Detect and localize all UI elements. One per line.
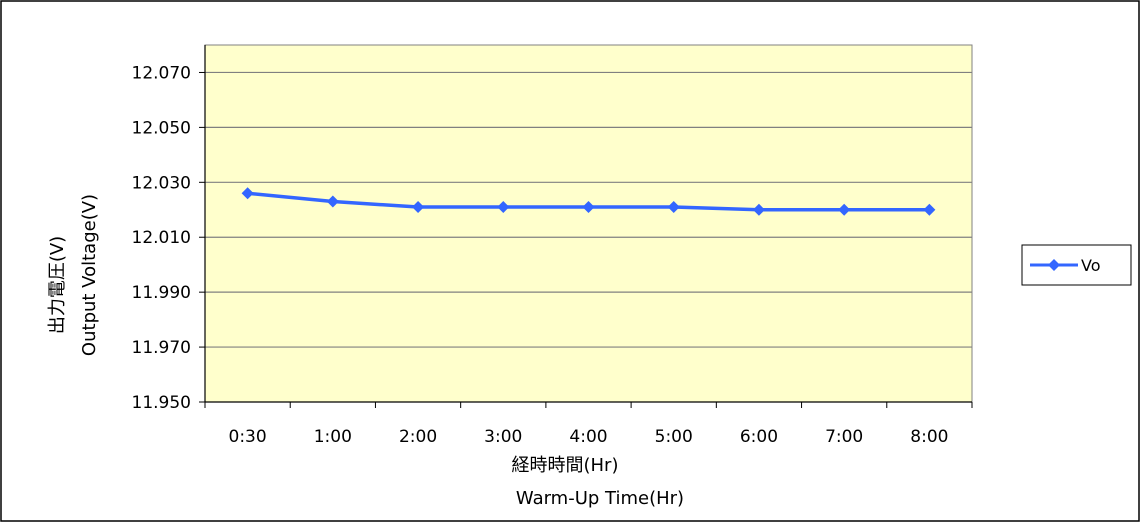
legend: Vo — [1021, 244, 1132, 286]
legend-marker — [1048, 259, 1060, 271]
data-point-vo — [923, 203, 936, 216]
series-layer — [241, 187, 936, 216]
x-tick-label: 8:00 — [910, 427, 948, 447]
y-tick-label: 12.030 — [132, 173, 191, 193]
data-point-vo — [497, 201, 510, 214]
data-point-vo — [412, 201, 425, 214]
y-tick-label: 12.050 — [132, 118, 191, 138]
y-tick-label: 11.950 — [132, 393, 191, 413]
x-tick-label: 6:00 — [740, 427, 778, 447]
x-tick-label: 1:00 — [314, 427, 352, 447]
x-tick-label: 5:00 — [655, 427, 693, 447]
y-tick-label: 11.990 — [132, 283, 191, 303]
x-tick-label: 7:00 — [825, 427, 863, 447]
y-tick-label: 12.010 — [132, 228, 191, 248]
y-axis-title-english: Output Voltage(V) — [79, 194, 100, 356]
data-point-vo — [752, 203, 765, 216]
gridlines — [205, 71, 972, 348]
data-point-vo — [582, 201, 595, 214]
y-axis-title-japanese: 出力電圧(V) — [47, 236, 68, 334]
axes: 11.950 11.970 11.990 12.010 12.030 12.050 12.0… — [132, 45, 973, 447]
data-point-vo — [838, 203, 851, 216]
x-tick-label: 3:00 — [484, 427, 522, 447]
y-tick-label: 12.070 — [132, 63, 191, 83]
legend-label-vo: Vo — [1081, 256, 1101, 275]
data-point-vo — [326, 195, 339, 208]
x-tick-label: 0:30 — [229, 427, 267, 447]
data-point-vo — [667, 201, 680, 214]
x-axis-title-english: Warm-Up Time(Hr) — [516, 488, 684, 509]
x-tick-label: 4:00 — [569, 427, 607, 447]
x-axis-title-japanese: 経時時間(Hr) — [512, 455, 619, 476]
y-tick-label: 11.970 — [132, 338, 191, 358]
data-point-vo — [241, 187, 254, 200]
plot-area — [204, 44, 973, 403]
x-tick-label: 2:00 — [399, 427, 437, 447]
